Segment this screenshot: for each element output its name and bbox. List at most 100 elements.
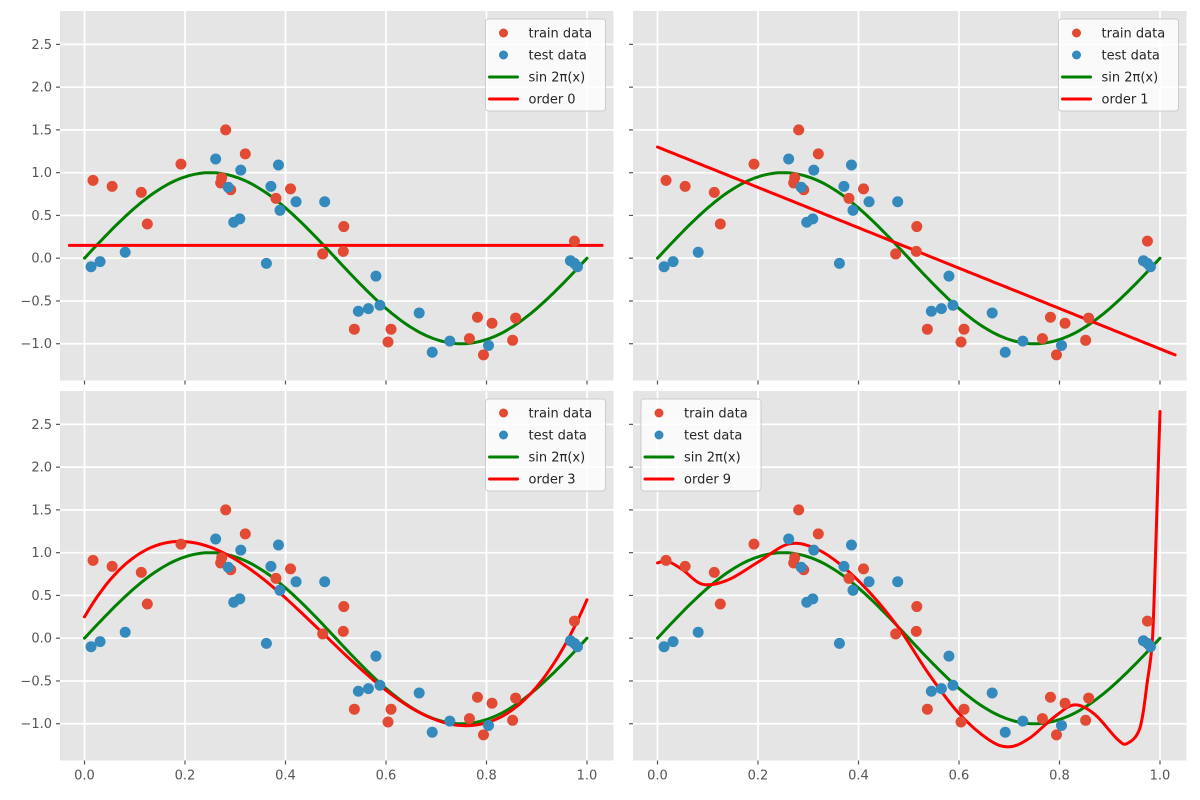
test-point: [260, 257, 272, 269]
train-point: [1050, 729, 1062, 741]
y-tick-label: 2.5: [31, 418, 52, 433]
train-point: [890, 248, 902, 260]
train-point: [958, 323, 970, 335]
test-point: [85, 261, 97, 273]
y-tick-label: −0.5: [20, 294, 52, 309]
x-tick-label: 0.6: [376, 769, 397, 784]
train-point: [1036, 333, 1048, 345]
test-point: [222, 181, 234, 193]
y-tick-label: −1.0: [20, 337, 52, 352]
train-point: [789, 172, 801, 184]
test-point: [667, 256, 679, 268]
sine-curve: [83, 171, 589, 346]
test-point: [925, 305, 937, 317]
subplot-order-1: train data test data sin 2π(x) order 1: [629, 11, 1187, 385]
legend-train-data-label: train data: [529, 407, 593, 422]
train-point: [1044, 311, 1056, 323]
test-point: [362, 303, 374, 315]
test-point: [483, 339, 495, 351]
legend-order-3: order 3: [488, 473, 576, 488]
test-point: [845, 539, 857, 551]
test-point: [274, 584, 286, 596]
x-tick-label: 0.6: [949, 769, 970, 784]
test-point: [847, 204, 859, 216]
legend-order-9-label: order 9: [684, 473, 731, 488]
test-point: [1144, 261, 1156, 273]
legend-test-data-label: test data: [529, 49, 587, 64]
test-point: [845, 159, 857, 171]
train-point: [1050, 349, 1062, 361]
test-point: [1056, 339, 1068, 351]
test-point: [925, 685, 937, 697]
train-point: [338, 601, 350, 613]
train-point: [748, 158, 760, 170]
test-point: [783, 153, 795, 165]
test-point: [807, 213, 819, 225]
legend-sine: sin 2π(x): [488, 451, 585, 466]
y-tick-label: 1.0: [31, 166, 52, 181]
test-point: [222, 561, 234, 573]
test-point: [272, 539, 284, 551]
test-point: [692, 626, 704, 638]
test-point: [947, 679, 959, 691]
train-point: [270, 192, 282, 204]
test-point: [374, 679, 386, 691]
legend-train-data: train data: [499, 407, 592, 422]
subplot-order-3: 2.5 2.0 1.5 1.0 0.5 0.0 −0.5 −1.0 0.0 0.2 0.4 0.6 0.…: [20, 391, 614, 784]
train-point: [1044, 691, 1056, 703]
y-tick-label: 0.0: [31, 632, 52, 647]
y-tick-label: −0.5: [20, 674, 52, 689]
train-point: [955, 716, 967, 728]
train-point: [216, 552, 228, 564]
fit-curve-order-9: [656, 410, 1162, 749]
train-point: [385, 323, 397, 335]
y-tick-label: 0.0: [31, 252, 52, 267]
train-point: [285, 563, 297, 575]
x-tick-label: 0.4: [275, 769, 296, 784]
test-point: [94, 256, 106, 268]
train-point: [135, 186, 147, 198]
test-point: [807, 593, 819, 605]
legend-sine-label: sin 2π(x): [1102, 71, 1159, 86]
legend-test-data: test data: [654, 429, 742, 444]
test-point: [426, 346, 438, 358]
test-point: [667, 636, 679, 648]
train-point: [793, 504, 805, 516]
sine-curve: [656, 551, 1162, 726]
train-point: [220, 504, 232, 516]
test-point: [947, 299, 959, 311]
train-point: [220, 124, 232, 136]
test-point: [795, 561, 807, 573]
train-point: [789, 552, 801, 564]
train-point: [87, 174, 99, 186]
test-point: [999, 346, 1011, 358]
test-point: [892, 576, 904, 588]
legend-sine: sin 2π(x): [488, 71, 585, 86]
train-point: [1059, 317, 1071, 329]
train-point: [812, 528, 824, 540]
x-tick-label: 0.8: [476, 769, 497, 784]
train-point: [348, 323, 360, 335]
train-point: [239, 528, 251, 540]
train-point: [477, 729, 489, 741]
legend-box: [640, 398, 762, 492]
train-point: [955, 336, 967, 348]
test-point: [290, 576, 302, 588]
train-point: [385, 703, 397, 715]
y-tick-label: 0.5: [31, 209, 52, 224]
test-point: [571, 641, 583, 653]
train-point: [471, 311, 483, 323]
y-tick-label: 2.0: [31, 461, 52, 476]
train-point: [382, 716, 394, 728]
train-point: [463, 333, 475, 345]
train-point: [1036, 713, 1048, 725]
test-point: [272, 159, 284, 171]
test-point: [319, 576, 331, 588]
test-point: [1017, 335, 1029, 347]
train-point: [843, 572, 855, 584]
train-point: [216, 172, 228, 184]
legend-test-data-marker-icon: [499, 430, 508, 440]
train-point: [910, 625, 922, 637]
train-point: [1059, 697, 1071, 709]
legend-train-data-label: train data: [529, 27, 593, 42]
